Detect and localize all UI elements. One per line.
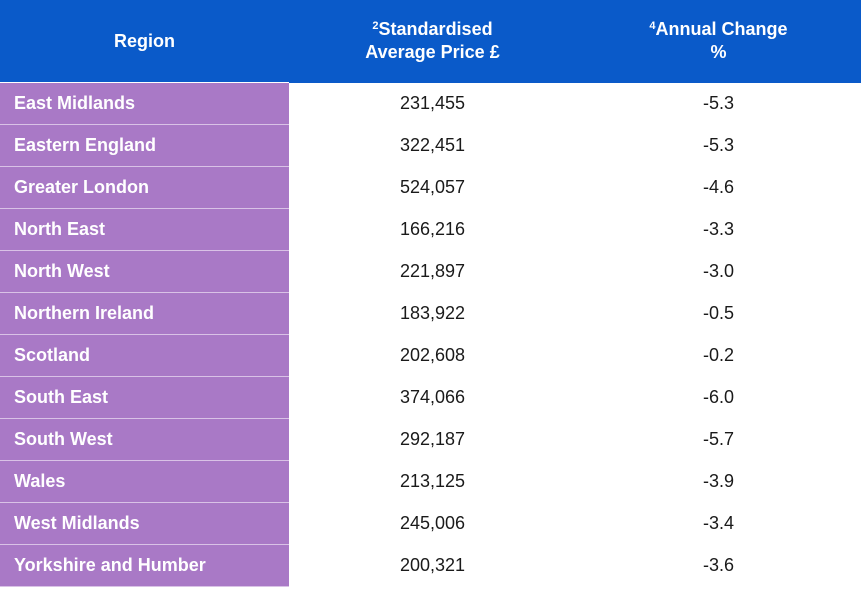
change-cell: -0.5 <box>576 292 861 335</box>
change-cell: -3.0 <box>576 250 861 293</box>
region-cell: Wales <box>0 460 289 503</box>
price-cell: 524,057 <box>289 166 576 209</box>
price-cell: 292,187 <box>289 418 576 461</box>
price-cell: 200,321 <box>289 544 576 587</box>
region-cell: Northern Ireland <box>0 292 289 335</box>
change-header-line-2: % <box>710 42 727 63</box>
region-cell: East Midlands <box>0 82 289 125</box>
change-cell: -5.3 <box>576 82 861 125</box>
change-cell: -5.3 <box>576 124 861 167</box>
change-cell: -3.3 <box>576 208 861 251</box>
change-header-footnote: 4 <box>649 20 656 33</box>
region-cell: North East <box>0 208 289 251</box>
regional-price-table: Region 2Standardised Average Price £ 4An… <box>0 0 861 587</box>
price-cell: 231,455 <box>289 82 576 125</box>
region-cell: South West <box>0 418 289 461</box>
change-cell: -4.6 <box>576 166 861 209</box>
price-cell: 374,066 <box>289 376 576 419</box>
price-cell: 202,608 <box>289 334 576 377</box>
price-cell: 183,922 <box>289 292 576 335</box>
change-header-text-1: Annual Change <box>655 19 788 40</box>
change-cell: -5.7 <box>576 418 861 461</box>
change-cell: -3.9 <box>576 460 861 503</box>
price-column-header: 2Standardised Average Price £ <box>289 0 576 83</box>
price-header-line-1: 2Standardised <box>289 18 576 41</box>
table-row: West Midlands 245,006 -3.4 <box>0 502 861 545</box>
region-cell: Eastern England <box>0 124 289 167</box>
price-cell: 245,006 <box>289 502 576 545</box>
price-header-footnote: 2 <box>372 20 379 33</box>
region-cell: Yorkshire and Humber <box>0 544 289 587</box>
table-row: Northern Ireland 183,922 -0.5 <box>0 292 861 335</box>
region-column-header: Region <box>0 0 289 83</box>
table-row: Yorkshire and Humber 200,321 -3.6 <box>0 544 861 587</box>
table-row: Eastern England 322,451 -5.3 <box>0 124 861 167</box>
table-row: North West 221,897 -3.0 <box>0 250 861 293</box>
region-cell: Greater London <box>0 166 289 209</box>
region-cell: Scotland <box>0 334 289 377</box>
change-column-header: 4Annual Change % <box>576 0 861 83</box>
price-cell: 213,125 <box>289 460 576 503</box>
region-cell: North West <box>0 250 289 293</box>
change-cell: -3.6 <box>576 544 861 587</box>
change-cell: -3.4 <box>576 502 861 545</box>
change-header-line-1: 4Annual Change <box>576 18 861 41</box>
region-cell: West Midlands <box>0 502 289 545</box>
region-cell: South East <box>0 376 289 419</box>
table-row: Scotland 202,608 -0.2 <box>0 334 861 377</box>
price-cell: 221,897 <box>289 250 576 293</box>
region-header-label: Region <box>114 30 175 51</box>
table-row: South West 292,187 -5.7 <box>0 418 861 461</box>
table-row: Wales 213,125 -3.9 <box>0 460 861 503</box>
table-row: North East 166,216 -3.3 <box>0 208 861 251</box>
table-row: South East 374,066 -6.0 <box>0 376 861 419</box>
header-row: Region 2Standardised Average Price £ 4An… <box>0 0 861 83</box>
table-body: East Midlands 231,455 -5.3 Eastern Engla… <box>0 82 861 587</box>
table-row: Greater London 524,057 -4.6 <box>0 166 861 209</box>
price-cell: 322,451 <box>289 124 576 167</box>
price-header-line-2: Average Price £ <box>365 42 500 63</box>
change-cell: -0.2 <box>576 334 861 377</box>
table-row: East Midlands 231,455 -5.3 <box>0 82 861 125</box>
price-header-text-1: Standardised <box>378 19 493 40</box>
change-cell: -6.0 <box>576 376 861 419</box>
price-cell: 166,216 <box>289 208 576 251</box>
table-header: Region 2Standardised Average Price £ 4An… <box>0 0 861 83</box>
